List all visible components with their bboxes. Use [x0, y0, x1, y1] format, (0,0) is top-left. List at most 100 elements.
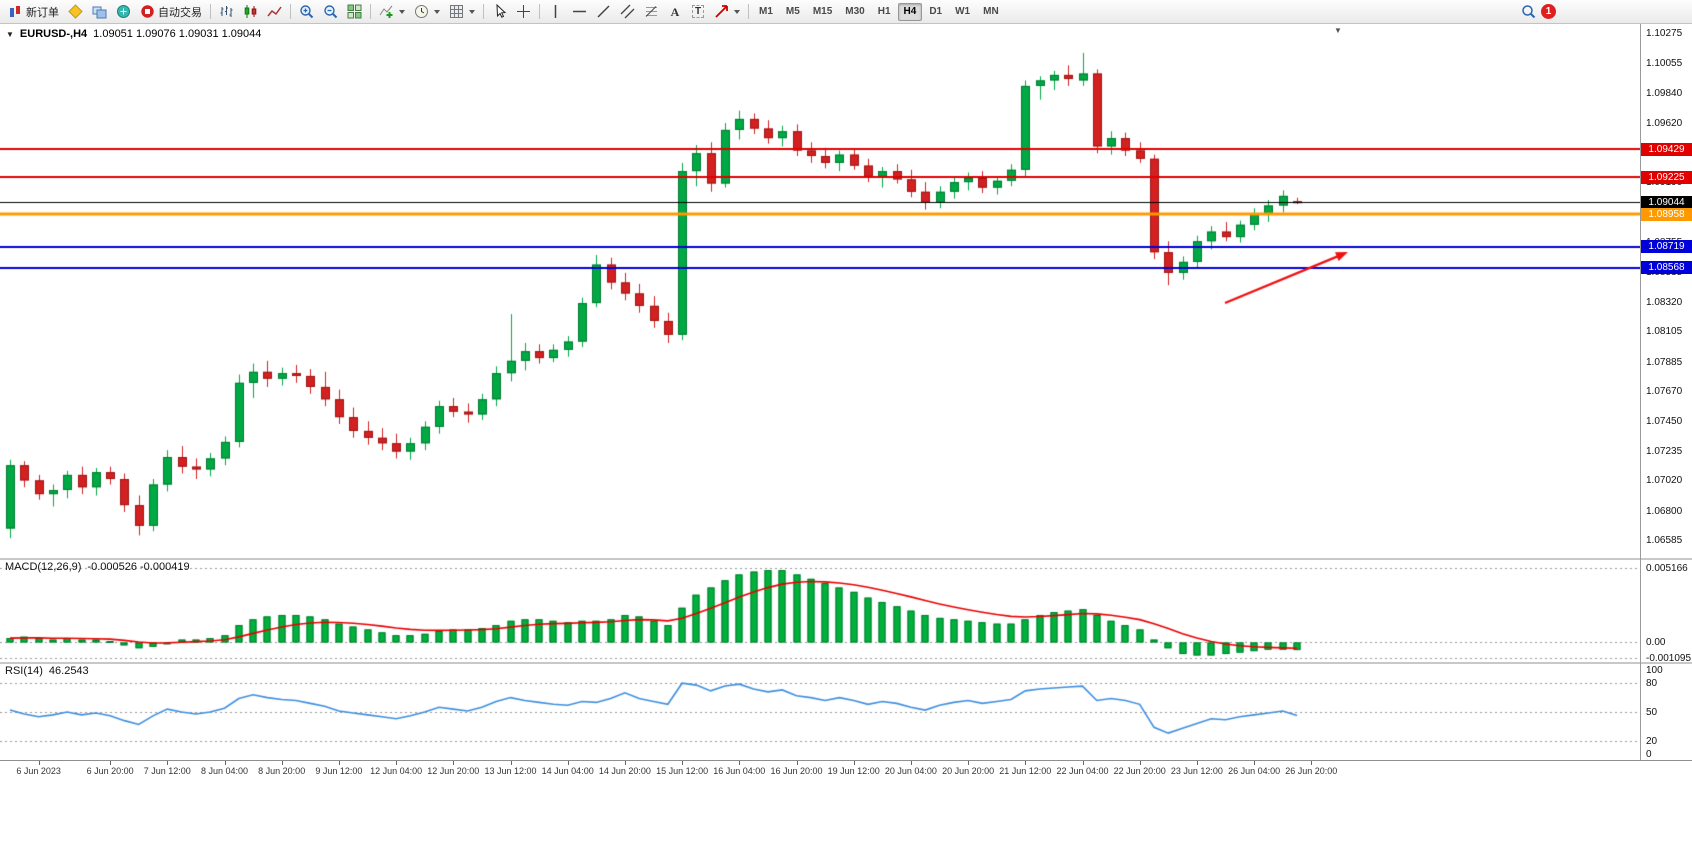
templates-grid-icon	[450, 5, 463, 18]
timeframe-button-d1[interactable]: D1	[923, 3, 948, 21]
time-axis-tick	[1311, 761, 1313, 765]
price-axis[interactable]: 1.102751.100551.098401.096201.094051.091…	[1641, 24, 1692, 784]
time-axis-label: 12 Jun 20:00	[427, 766, 480, 776]
search-button[interactable]	[1517, 2, 1540, 22]
rsi-name: RSI(14)	[5, 665, 43, 677]
periods-button[interactable]	[410, 2, 444, 22]
notification-badge[interactable]: 1	[1541, 4, 1556, 19]
cursor-button[interactable]	[488, 2, 511, 22]
vertical-line-button[interactable]	[544, 2, 567, 22]
autotrading-button[interactable]: 自动交易	[136, 2, 206, 22]
chevron-down-icon	[399, 9, 405, 14]
time-axis-label: 20 Jun 20:00	[942, 766, 995, 776]
price-line-tag: 1.09044	[1641, 195, 1692, 209]
cursor-icon	[496, 4, 507, 18]
time-axis-tick	[567, 761, 569, 765]
metaeditor-button[interactable]	[64, 2, 87, 22]
time-axis-label: 14 Jun 20:00	[598, 766, 651, 776]
time-axis-label: 26 Jun 04:00	[1228, 766, 1281, 776]
indicators-icon	[379, 5, 393, 18]
time-axis-label: 22 Jun 04:00	[1056, 766, 1109, 776]
price-axis-tick: 1.07885	[1646, 356, 1683, 368]
macd-panel-canvas[interactable]	[0, 560, 1640, 662]
zoom-in-button[interactable]	[295, 2, 318, 22]
zoom-in-icon	[300, 5, 314, 19]
horizontal-line-button[interactable]	[568, 2, 591, 22]
text-label-button[interactable]: T	[687, 2, 709, 22]
time-axis-tick	[1025, 761, 1027, 765]
time-axis-label: 21 Jun 12:00	[999, 766, 1052, 776]
time-axis-label: 22 Jun 20:00	[1113, 766, 1166, 776]
macd-panel-divider[interactable]	[0, 558, 1692, 560]
crosshair-icon	[517, 5, 530, 18]
tile-windows-button[interactable]	[343, 2, 366, 22]
toolbar-separator	[290, 4, 291, 19]
rsi-axis-tick: 0	[1646, 749, 1652, 760]
timeframe-button-m1[interactable]: M1	[753, 3, 779, 21]
fibonacci-button[interactable]	[640, 2, 663, 22]
time-axis-tick	[1082, 761, 1084, 765]
price-axis-tick: 1.07235	[1646, 445, 1683, 457]
time-axis-label: 14 Jun 04:00	[541, 766, 594, 776]
rsi-axis-tick: 20	[1646, 735, 1658, 747]
toolbar-separator	[370, 4, 371, 19]
market-watch-button[interactable]	[112, 2, 135, 22]
rsi-panel-canvas[interactable]	[0, 664, 1640, 760]
metaeditor-icon	[68, 4, 83, 19]
time-axis-tick	[624, 761, 626, 765]
timeframe-button-mn[interactable]: MN	[977, 3, 1005, 21]
chevron-down-icon	[469, 9, 475, 14]
time-axis-tick	[910, 761, 912, 765]
toolbar-separator	[483, 4, 484, 19]
new-order-button[interactable]: 新订单	[4, 2, 63, 22]
chart-title: ▼ EURUSD-,H4 1.09051 1.09076 1.09031 1.0…	[6, 28, 261, 40]
rsi-panel-divider[interactable]	[0, 662, 1692, 664]
macd-values: -0.000526 -0.000419	[87, 561, 190, 573]
autotrading-icon	[141, 5, 154, 18]
price-axis-tick: 1.08105	[1646, 326, 1683, 338]
macd-axis-tick: 0.00	[1646, 637, 1666, 649]
arrows-button[interactable]	[710, 2, 744, 22]
time-axis-tick	[453, 761, 455, 765]
time-axis[interactable]: 6 Jun 2023 6 Jun 20:00 7 Jun 12:00 8 Jun 04…	[0, 760, 1692, 785]
price-axis-tick: 1.07020	[1646, 475, 1683, 487]
chart-menu-icon[interactable]: ▼	[6, 29, 14, 39]
time-axis-label: 23 Jun 12:00	[1170, 766, 1223, 776]
price-axis-tick: 1.09840	[1646, 87, 1683, 99]
chart-windows-button[interactable]	[88, 2, 111, 22]
timeframe-button-w1[interactable]: W1	[949, 3, 976, 21]
market-watch-icon	[117, 5, 130, 18]
price-line-tag: 1.09225	[1641, 170, 1692, 184]
channel-button[interactable]	[616, 2, 639, 22]
timeframe-button-h4[interactable]: H4	[897, 2, 923, 21]
timeframe-button-m5[interactable]: M5	[780, 3, 806, 21]
bar-chart-button[interactable]	[215, 2, 238, 22]
time-axis-label: 16 Jun 20:00	[770, 766, 823, 776]
trendline-button[interactable]	[592, 2, 615, 22]
zoom-out-button[interactable]	[319, 2, 342, 22]
equidistant-channel-icon	[620, 4, 635, 19]
time-axis-label: 13 Jun 12:00	[484, 766, 537, 776]
chart-shift-marker-icon[interactable]: ▼	[1334, 26, 1342, 35]
timeframe-button-m30[interactable]: M30	[839, 3, 870, 21]
rsi-axis-tick: 80	[1646, 678, 1658, 690]
price-line-tag: 1.08719	[1641, 240, 1692, 254]
templates-button[interactable]	[445, 2, 479, 22]
time-axis-label: 15 Jun 12:00	[656, 766, 709, 776]
chart-ohlc-values: 1.09051 1.09076 1.09031 1.09044	[93, 28, 262, 40]
time-axis-label: 6 Jun 20:00	[86, 766, 134, 776]
timeframe-button-m15[interactable]: M15	[807, 3, 838, 21]
time-axis-tick	[338, 761, 340, 765]
time-axis-tick	[396, 761, 398, 765]
text-button[interactable]: A	[664, 2, 686, 22]
timeframe-button-h1[interactable]: H1	[872, 3, 897, 21]
time-axis-tick	[1254, 761, 1256, 765]
time-axis-tick	[1139, 761, 1141, 765]
clock-icon	[415, 5, 428, 18]
indicators-button[interactable]	[375, 2, 409, 22]
time-axis-tick	[853, 761, 855, 765]
line-chart-button[interactable]	[263, 2, 286, 22]
candlestick-chart-button[interactable]	[239, 2, 262, 22]
price-chart-canvas[interactable]	[0, 24, 1640, 558]
crosshair-button[interactable]	[512, 2, 535, 22]
